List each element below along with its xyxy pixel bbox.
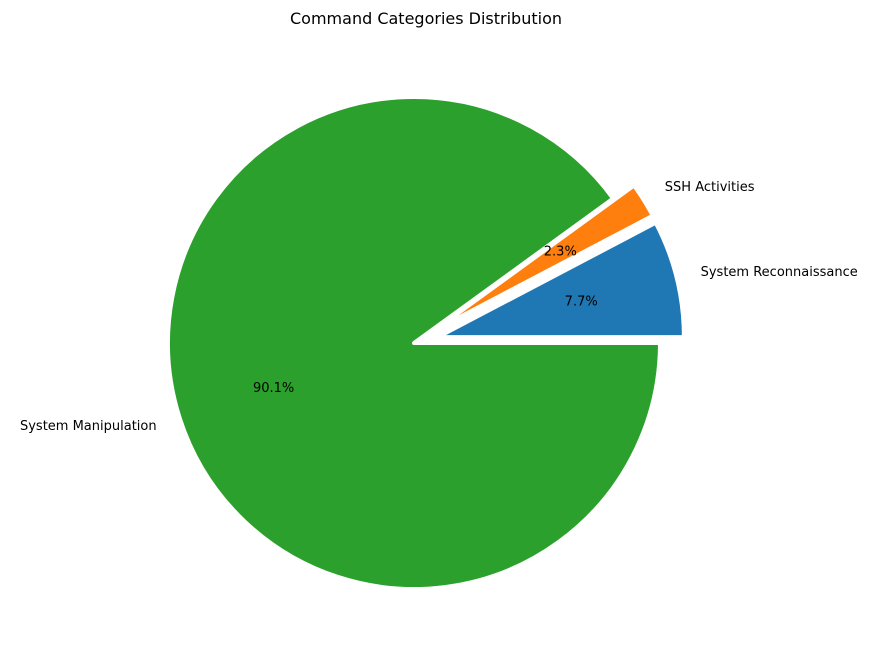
pie-slice-system-manipulation (166, 95, 662, 591)
pie-label-ssh-activities: SSH Activities (665, 180, 755, 195)
pie-percent-ssh-activities: 2.3% (544, 245, 577, 260)
pie-slices (166, 95, 686, 591)
pie-slice-ssh-activities (432, 183, 655, 333)
pie-percent-system-reconnaissance: 7.7% (565, 294, 598, 309)
pie-slice-system-reconnaissance (435, 220, 686, 340)
pie-label-system-manipulation: System Manipulation (20, 419, 157, 434)
chart-title: Command Categories Distribution (290, 9, 562, 28)
pie-percent-system-manipulation: 90.1% (253, 381, 294, 396)
pie-label-system-reconnaissance: System Reconnaissance (701, 265, 858, 280)
pie-labels: System Reconnaissance 7.7% SSH Activities 2… (20, 180, 858, 434)
